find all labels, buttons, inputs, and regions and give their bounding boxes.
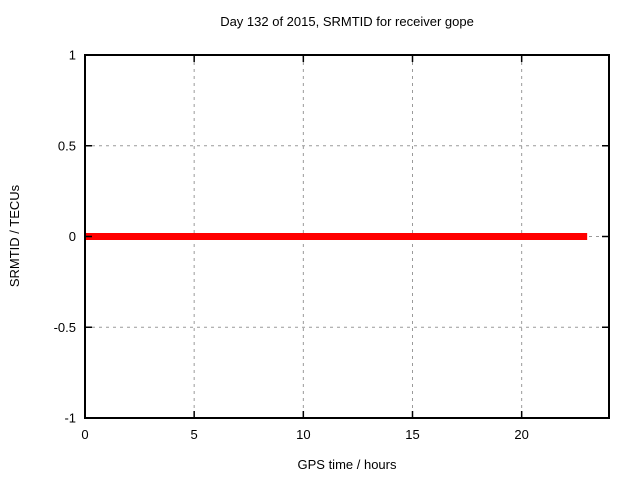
y-axis-label: SRMTID / TECUs — [7, 184, 22, 288]
y-tick-label: -0.5 — [54, 320, 76, 335]
x-tick-label: 10 — [296, 427, 310, 442]
y-tick-label: 0.5 — [58, 138, 76, 153]
chart-title: Day 132 of 2015, SRMTID for receiver gop… — [220, 14, 474, 29]
x-tick-label: 5 — [191, 427, 198, 442]
y-tick-label: 0 — [69, 229, 76, 244]
x-tick-label: 0 — [81, 427, 88, 442]
x-tick-label: 20 — [514, 427, 528, 442]
x-axis-label: GPS time / hours — [297, 457, 397, 472]
y-tick-label: -1 — [64, 411, 76, 426]
x-tick-label: 15 — [405, 427, 419, 442]
y-tick-label: 1 — [69, 48, 76, 63]
